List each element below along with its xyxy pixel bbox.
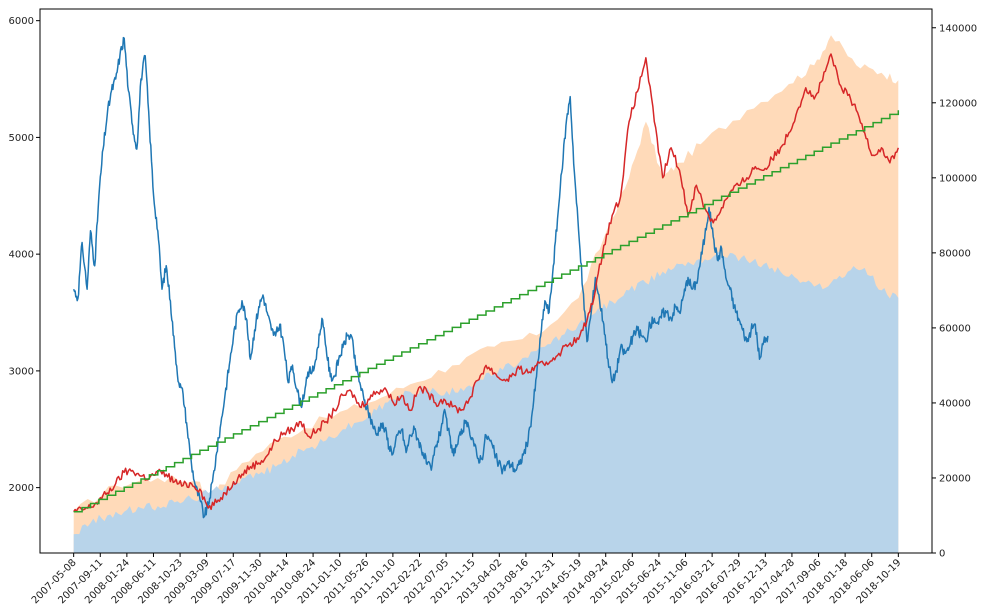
blue-area-series [73,251,899,553]
right-y-tick-label: 0 [939,549,945,560]
right-y-tick-label: 60000 [939,323,971,334]
chart-frame [39,8,933,554]
area-layer [73,35,899,554]
right-y-tick-label: 100000 [939,173,977,184]
right-y-tick-label: 80000 [939,248,971,259]
left-y-tick-label: 4000 [9,250,34,261]
blue-line-series [72,36,769,519]
green-step-series [73,110,900,513]
right-y-tick-label: 120000 [939,98,977,109]
right-y-tick-label: 20000 [939,473,971,484]
line-layer [72,36,900,519]
left-y-tick-label: 2000 [9,483,34,494]
right-y-tick-label: 40000 [939,398,971,409]
left-y-tick-label: 6000 [9,16,34,27]
left-y-tick-label: 5000 [9,133,34,144]
right-y-tick-label: 140000 [939,23,977,34]
left-y-tick-label: 3000 [9,366,34,377]
red-line-series [73,53,900,513]
